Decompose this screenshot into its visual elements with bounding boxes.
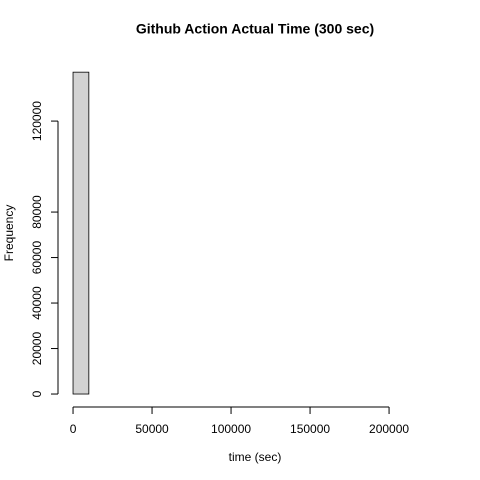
y-tick-label: 40000: [30, 286, 44, 320]
x-tick-label: 200000: [369, 422, 409, 436]
x-tick-label: 0: [70, 422, 77, 436]
bar: [72, 71, 90, 395]
y-tick-label: 0: [30, 390, 44, 397]
y-tick-label: 20000: [30, 332, 44, 366]
chart-title: Github Action Actual Time (300 sec): [136, 21, 374, 37]
y-axis-label: Frequency: [2, 205, 16, 262]
x-axis-label: time (sec): [229, 450, 282, 464]
x-tick-label: 100000: [211, 422, 251, 436]
y-tick-label: 120000: [30, 101, 44, 141]
x-tick-label: 150000: [290, 422, 330, 436]
x-tick-label: 50000: [135, 422, 169, 436]
y-tick-label: 80000: [30, 195, 44, 229]
y-tick-label: 60000: [30, 241, 44, 275]
